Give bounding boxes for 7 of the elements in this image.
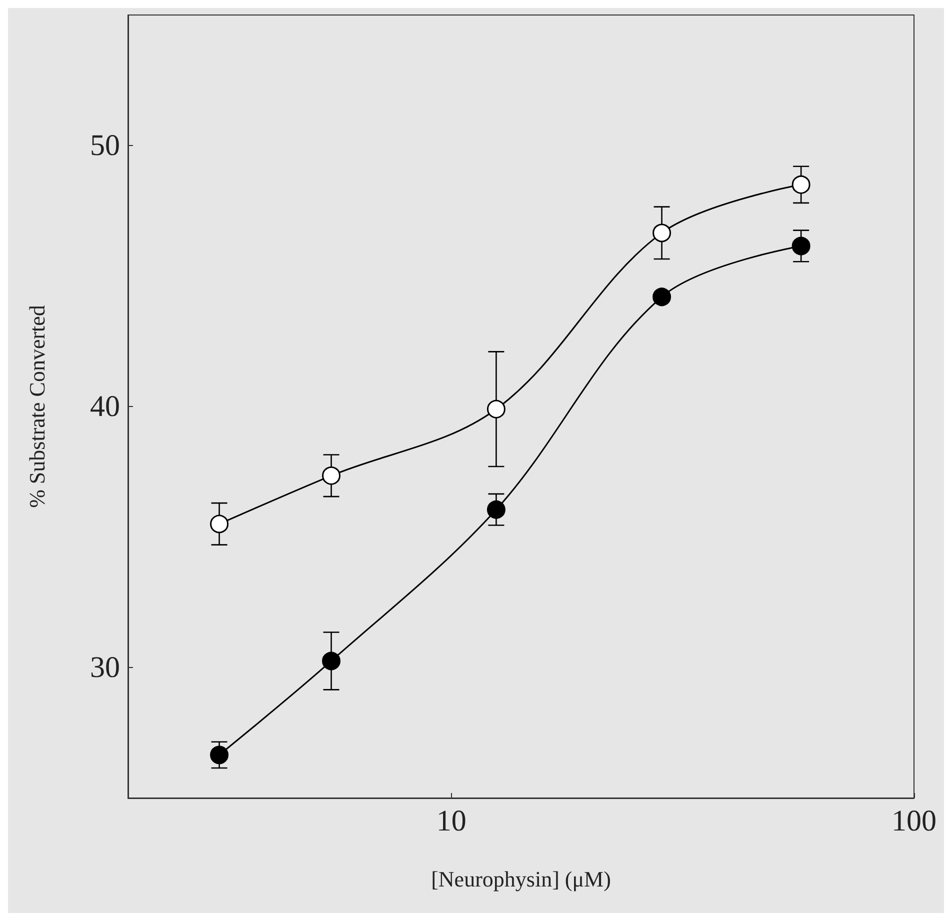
x-axis-title: [Neurophysin] (μM) [431,866,611,892]
y-tick-label: 40 [90,390,120,423]
x-tick-label: 100 [892,804,936,838]
y-tick-label: 30 [90,651,120,684]
x-tick-label: 10 [436,804,466,838]
y-tick-label: 50 [90,129,120,162]
y-axis-title: % Substrate Converted [24,305,50,508]
